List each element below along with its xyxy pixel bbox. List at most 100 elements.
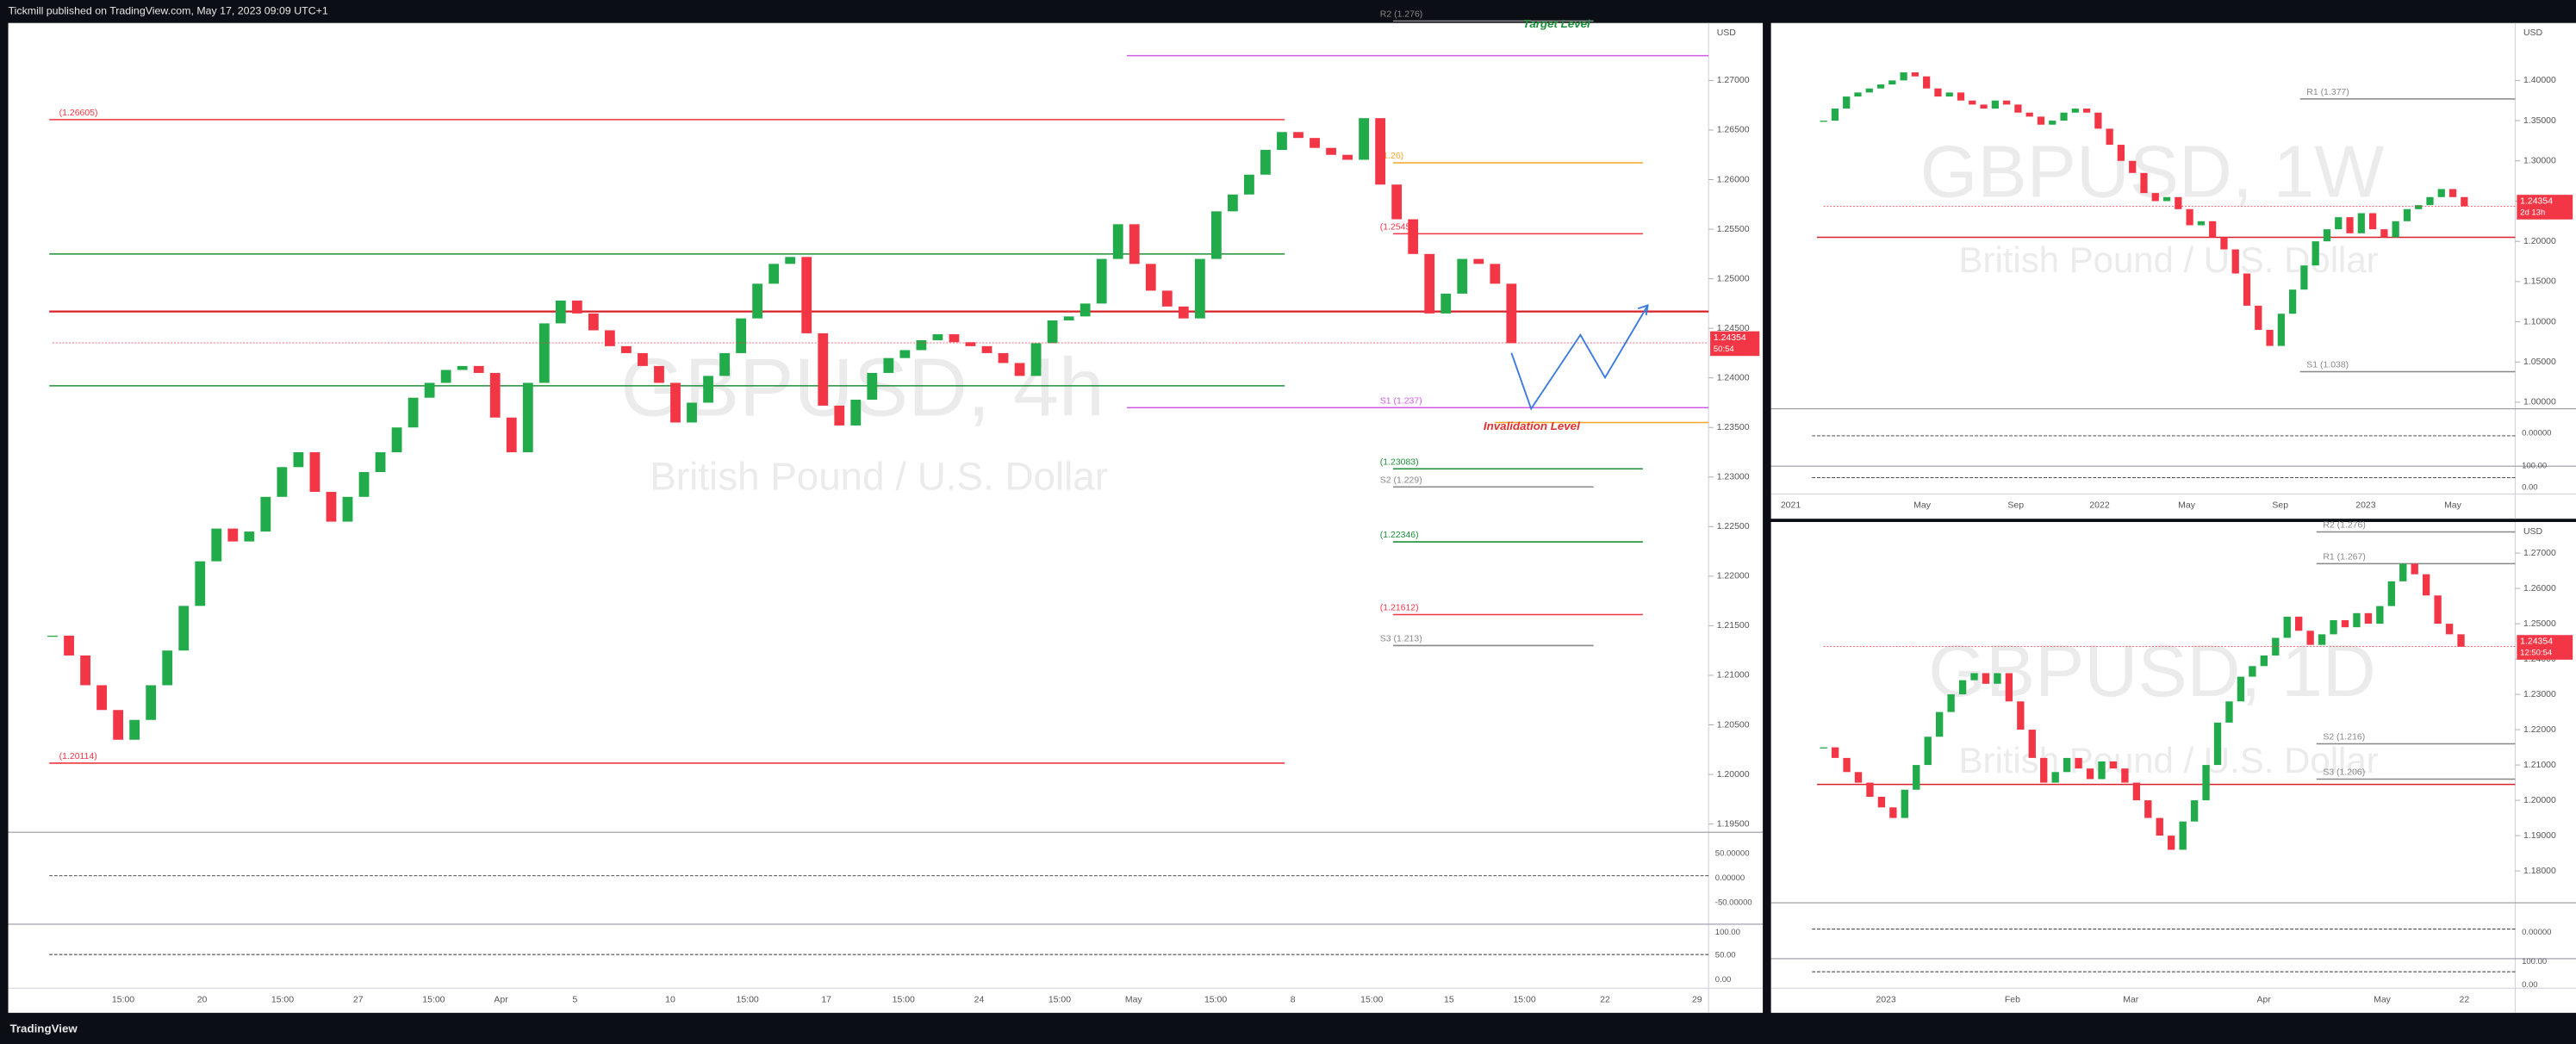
x-tick-label: May — [2444, 501, 2462, 511]
candle — [2017, 701, 2025, 730]
pane-label: 0.00 — [2522, 482, 2538, 492]
candle — [1424, 253, 1435, 314]
candle — [1047, 320, 1058, 344]
candle — [2237, 676, 2245, 702]
candle — [2028, 730, 2036, 758]
y-tick-label: 1.24500 — [1717, 324, 1750, 333]
candle — [2037, 116, 2045, 125]
candle — [146, 685, 157, 720]
watermark-description: British Pound / U.S. Dollar — [650, 455, 1108, 499]
candle — [2411, 563, 2418, 575]
candle — [2190, 800, 2199, 822]
y-tick-label: 1.20500 — [1717, 720, 1750, 730]
y-tick-label: 1.05000 — [2523, 357, 2556, 367]
countdown-label: 12:50:54 — [2520, 649, 2553, 658]
candle — [2266, 329, 2274, 346]
header-text: Tickmill published on TradingView.com, M… — [9, 5, 328, 17]
candle — [2415, 205, 2423, 209]
candle — [981, 345, 992, 353]
candle — [818, 332, 829, 406]
candle — [1260, 149, 1271, 175]
candle — [1854, 92, 1862, 97]
y-tick-label: 1.22000 — [1717, 572, 1750, 581]
candle — [1923, 76, 1931, 89]
candle — [883, 357, 894, 373]
y-tick-label: 1.23000 — [2523, 690, 2556, 699]
x-tick-label: Sep — [2272, 501, 2288, 511]
level-label: (1.20114) — [59, 752, 97, 761]
candle — [2341, 619, 2349, 628]
candle — [2179, 821, 2187, 850]
candle — [1831, 747, 1839, 758]
candle — [2121, 768, 2129, 783]
candle — [2140, 172, 2148, 194]
x-tick-label: May — [1125, 995, 1143, 1004]
chart-panel — [1770, 522, 2576, 1013]
candle — [244, 531, 255, 542]
x-tick-label: 2023 — [2355, 501, 2375, 511]
candle — [129, 719, 140, 740]
x-tick-label: 27 — [353, 995, 364, 1004]
candle — [916, 339, 927, 351]
x-tick-label: Apr — [2257, 995, 2272, 1004]
candle — [1096, 258, 1107, 304]
candle — [80, 655, 90, 686]
candle — [1080, 303, 1091, 317]
candle — [2075, 757, 2082, 769]
candle — [1876, 84, 1885, 89]
candle — [2186, 208, 2193, 226]
candle — [506, 417, 517, 453]
candle — [2225, 701, 2233, 723]
y-tick-label: 1.21000 — [1717, 671, 1750, 680]
pane-label: 50.00 — [1715, 951, 1736, 960]
y-tick-label: 1.23000 — [1717, 473, 1750, 482]
candle — [2109, 761, 2118, 769]
candle — [2243, 273, 2251, 306]
candle — [2025, 112, 2033, 117]
candle — [719, 352, 730, 376]
candle — [1359, 118, 1370, 160]
candle — [1506, 283, 1517, 344]
candle — [2106, 128, 2113, 146]
currency-label: USD — [1717, 28, 1737, 38]
candle — [1945, 92, 1953, 97]
countdown-label: 2d 13h — [2520, 208, 2545, 218]
candle — [1408, 219, 1419, 254]
candle — [2445, 624, 2454, 635]
candle — [1293, 132, 1304, 139]
candle — [2086, 768, 2094, 780]
candle — [1969, 100, 1976, 105]
y-tick-label: 1.30000 — [2523, 157, 2556, 166]
candle — [1342, 154, 1353, 160]
x-tick-label: 15 — [1444, 995, 1454, 1004]
level-label: (1.23083) — [1380, 457, 1419, 467]
candle — [1310, 138, 1320, 148]
candle — [2272, 637, 2280, 656]
candle — [1030, 343, 1042, 376]
candle — [96, 685, 107, 711]
x-tick-label: 5 — [572, 995, 577, 1004]
x-tick-label: Apr — [494, 995, 508, 1004]
y-tick-label: 1.24000 — [1717, 373, 1750, 382]
candle — [2051, 772, 2059, 783]
y-tick-label: 1.26000 — [1717, 175, 1750, 184]
charts: GBPUSD, 4h British Pound / U.S. Dollar USD… — [8, 10, 2576, 1013]
candle — [1924, 736, 1932, 766]
candle — [1112, 224, 1123, 259]
candle — [1457, 258, 1468, 294]
level-label: R1 (1.267) — [2323, 553, 2365, 562]
candle — [2231, 249, 2239, 274]
candle — [2312, 241, 2319, 266]
candle — [1958, 680, 1967, 695]
candle — [2346, 217, 2354, 233]
candle — [801, 257, 812, 333]
x-tick-label: 22 — [2460, 995, 2470, 1004]
candle — [2094, 112, 2102, 129]
y-tick-label: 1.21000 — [2523, 761, 2556, 770]
candle — [2213, 722, 2222, 766]
candle — [2448, 189, 2457, 197]
candle — [440, 370, 451, 383]
level-label: (1.25454) — [1380, 223, 1419, 233]
candle — [1161, 290, 1173, 307]
